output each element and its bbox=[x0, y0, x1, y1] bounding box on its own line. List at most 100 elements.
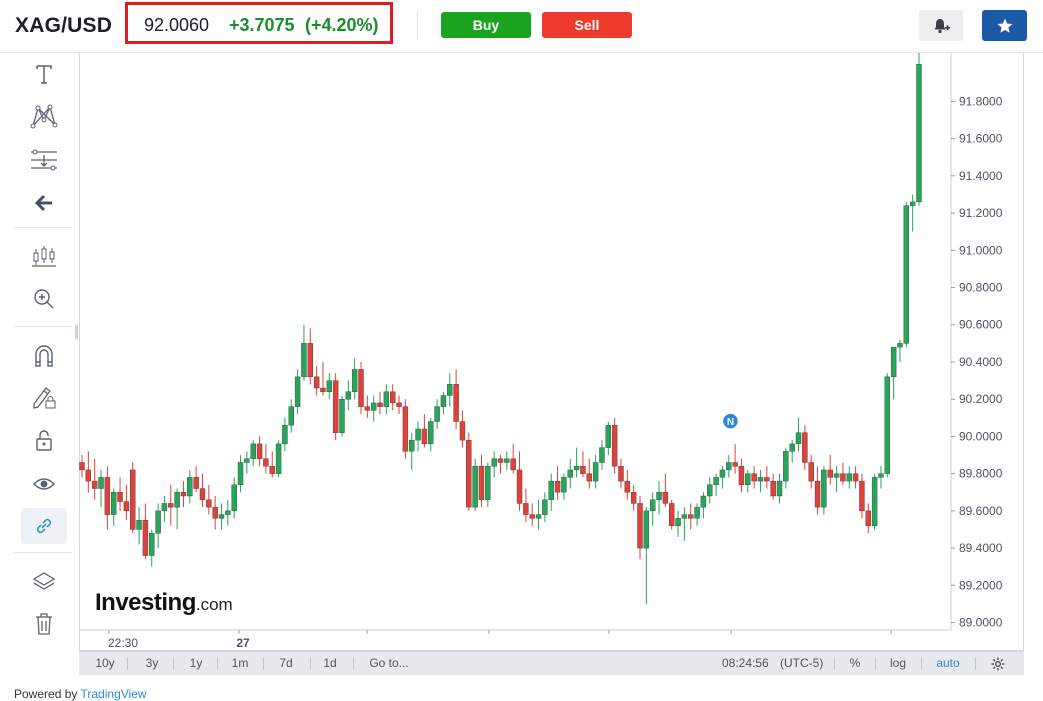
watchlist-star-button[interactable] bbox=[982, 10, 1027, 41]
candle-body bbox=[288, 406, 294, 426]
pattern-tool-button[interactable] bbox=[21, 98, 67, 134]
candle-body bbox=[745, 473, 751, 486]
clock-time: 08:24:56 bbox=[722, 656, 769, 670]
candle-body bbox=[130, 469, 136, 530]
candle-body bbox=[510, 458, 516, 471]
investing-logo: Investing.com bbox=[95, 589, 233, 617]
object-tree-button[interactable] bbox=[21, 564, 67, 600]
price-change: +3.7075 bbox=[229, 15, 295, 35]
add-alert-button[interactable] bbox=[919, 10, 963, 41]
candle-body bbox=[821, 469, 827, 508]
candle-body bbox=[764, 477, 770, 482]
candle-body bbox=[859, 480, 865, 512]
percent-scale-toggle[interactable]: % bbox=[849, 656, 861, 670]
eye-icon bbox=[33, 478, 55, 490]
candle-body bbox=[447, 384, 453, 396]
candle-body bbox=[789, 443, 795, 452]
tradingview-link[interactable]: TradingView bbox=[80, 687, 147, 701]
bottom-divider bbox=[834, 657, 835, 670]
candle-body bbox=[294, 376, 301, 407]
sell-button[interactable]: Sell bbox=[542, 12, 632, 38]
magnet-button[interactable] bbox=[21, 338, 67, 374]
candle-body bbox=[516, 469, 523, 504]
candle-body bbox=[694, 506, 700, 519]
candle-body bbox=[193, 477, 199, 489]
candle-body bbox=[649, 499, 656, 512]
candle-body bbox=[897, 343, 903, 348]
price-tick-label: 89.0000 bbox=[959, 616, 1003, 630]
candle-body bbox=[98, 477, 104, 489]
back-tool-button[interactable] bbox=[21, 185, 67, 221]
auto-scale-toggle[interactable]: auto bbox=[936, 656, 960, 670]
price-tick-label: 90.6000 bbox=[959, 318, 1003, 332]
candle-body bbox=[592, 462, 599, 482]
candle-body bbox=[491, 458, 497, 467]
lock-drawings-button[interactable] bbox=[21, 379, 67, 415]
candle-body bbox=[599, 447, 605, 463]
range-10y[interactable]: 10y bbox=[95, 656, 115, 670]
candle-body bbox=[795, 432, 802, 445]
candle-body bbox=[770, 480, 776, 497]
range-1y[interactable]: 1y bbox=[189, 656, 203, 670]
log-scale-toggle[interactable]: log bbox=[889, 656, 906, 670]
candle-body bbox=[155, 510, 161, 534]
bottom-divider bbox=[127, 657, 128, 670]
toolbar-divider bbox=[14, 326, 72, 327]
buy-button[interactable]: Buy bbox=[441, 12, 531, 38]
bottom-divider bbox=[921, 657, 922, 670]
candle-body bbox=[548, 480, 554, 500]
candle-body bbox=[478, 466, 485, 500]
range-1m[interactable]: 1m bbox=[231, 656, 249, 670]
drawing-toolbar bbox=[0, 53, 78, 695]
candle-body bbox=[605, 425, 611, 448]
candle-body bbox=[726, 462, 732, 471]
chart-type-button[interactable] bbox=[21, 239, 67, 275]
chart-settings-button[interactable] bbox=[985, 652, 1011, 675]
bottom-divider bbox=[875, 657, 876, 670]
toolbar-splitter[interactable] bbox=[75, 325, 78, 339]
candle-body bbox=[161, 503, 168, 512]
zoom-button[interactable] bbox=[21, 281, 67, 317]
candle-body bbox=[611, 425, 618, 467]
candle-body bbox=[846, 473, 852, 482]
candle-body bbox=[212, 506, 218, 519]
text-tool-button[interactable] bbox=[21, 56, 67, 92]
bottom-toolbar: 10y 3y 1y 1m 7d 1d Go to... 08:24:56 (UT… bbox=[79, 651, 1024, 675]
footer-text: Powered by bbox=[14, 687, 78, 701]
candle-body bbox=[903, 205, 910, 344]
candle-body bbox=[485, 466, 491, 500]
candle-body bbox=[237, 462, 244, 486]
lock-draw-icon bbox=[33, 387, 56, 409]
goto-date-button[interactable]: Go to... bbox=[369, 656, 409, 670]
candle-body bbox=[390, 391, 396, 404]
candle-body bbox=[529, 514, 535, 519]
range-7d[interactable]: 7d bbox=[279, 656, 293, 670]
sync-drawings-button[interactable] bbox=[21, 508, 67, 544]
candle-body bbox=[187, 477, 193, 497]
candle-body bbox=[409, 439, 415, 452]
candle-body bbox=[142, 519, 149, 556]
candle-body bbox=[757, 477, 764, 482]
candle-body bbox=[681, 514, 688, 519]
price-chart[interactable]: 91.8000 91.6000 91.4000 91.2000 91.0000 90.80… bbox=[79, 53, 1024, 651]
range-1d[interactable]: 1d bbox=[323, 656, 337, 670]
hide-drawings-button[interactable] bbox=[21, 466, 67, 502]
time-tick-label: 27 bbox=[236, 636, 250, 650]
bottom-divider bbox=[217, 657, 218, 670]
candle-body bbox=[827, 469, 833, 478]
candle-body bbox=[802, 432, 808, 463]
clock-timezone[interactable]: (UTC-5) bbox=[780, 656, 824, 670]
candle-body bbox=[434, 406, 440, 422]
remove-drawings-button[interactable] bbox=[21, 606, 67, 642]
lock-all-button[interactable] bbox=[21, 422, 67, 458]
candle-body bbox=[669, 503, 675, 526]
range-3y[interactable]: 3y bbox=[145, 656, 159, 670]
price-tick-label: 90.0000 bbox=[959, 429, 1003, 443]
candle-body bbox=[168, 503, 174, 508]
candle-body bbox=[345, 391, 352, 400]
candle-body bbox=[136, 519, 142, 530]
fib-tool-button[interactable] bbox=[21, 142, 67, 178]
candle-body bbox=[180, 492, 187, 497]
candle-body bbox=[916, 63, 922, 203]
news-marker-label: N bbox=[727, 417, 734, 428]
